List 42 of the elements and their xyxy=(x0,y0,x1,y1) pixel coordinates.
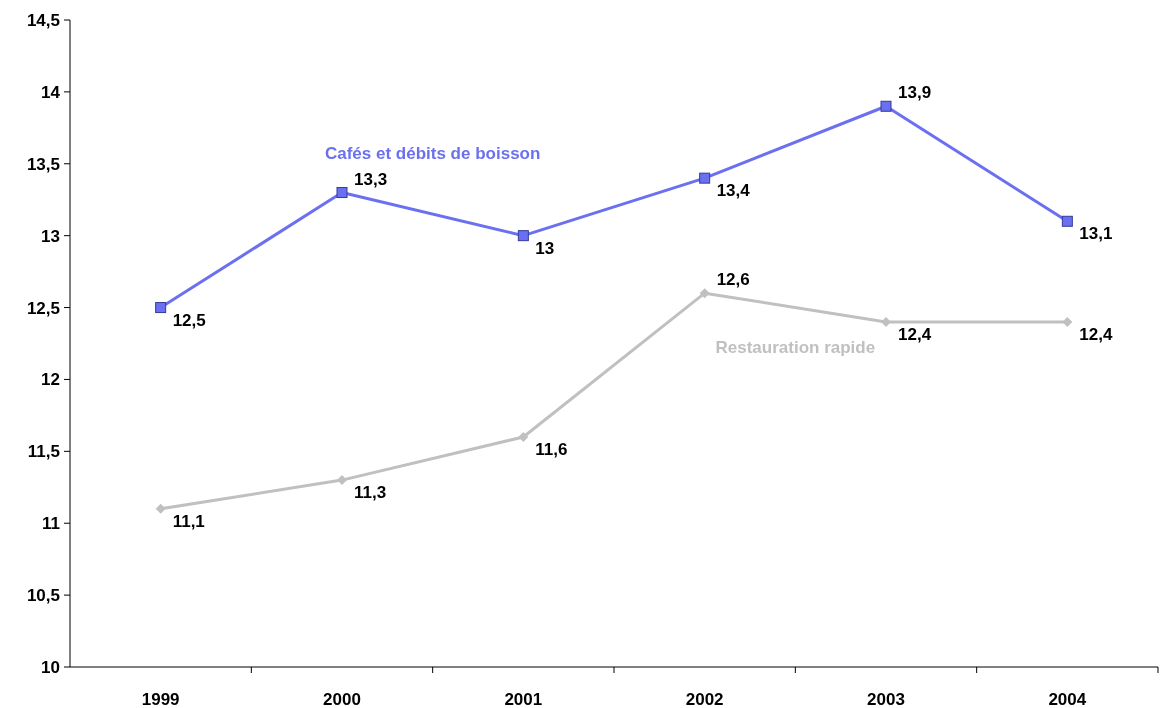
data-label: 12,4 xyxy=(1079,324,1113,344)
x-tick-label: 1999 xyxy=(141,690,180,708)
y-tick-label: 14 xyxy=(41,82,61,102)
point xyxy=(699,288,710,299)
y-tick-label: 11 xyxy=(42,514,60,534)
y-tick-label: 10 xyxy=(41,657,60,677)
point xyxy=(881,316,891,327)
point xyxy=(336,187,348,199)
point xyxy=(1061,215,1073,227)
point xyxy=(880,100,892,112)
data-label: 11,6 xyxy=(535,439,568,459)
series-label: Cafés et débits de boisson xyxy=(324,144,541,164)
point xyxy=(518,431,529,442)
data-label: 11,3 xyxy=(354,483,387,503)
point xyxy=(699,172,711,184)
y-tick-label: 10,5 xyxy=(26,586,60,606)
data-label: 13,3 xyxy=(354,169,388,189)
y-tick-label: 12,5 xyxy=(26,298,60,318)
data-label: 13 xyxy=(535,238,555,258)
data-label: 13,1 xyxy=(1079,224,1113,244)
data-label: 12,4 xyxy=(898,324,932,344)
point xyxy=(155,302,167,314)
y-tick-label: 14,5 xyxy=(26,10,60,30)
point xyxy=(1062,316,1073,327)
data-label: 13,4 xyxy=(716,181,751,201)
series-label: Restauration rapide xyxy=(715,337,876,357)
point xyxy=(155,503,166,514)
x-tick-label: 2001 xyxy=(504,690,543,708)
data-label: 12,6 xyxy=(716,270,750,290)
x-tick-label: 2004 xyxy=(1048,690,1087,708)
x-tick-label: 2003 xyxy=(867,690,905,708)
x-tick-label: 2002 xyxy=(685,690,724,708)
data-label: 12,5 xyxy=(172,310,206,330)
data-label: 13,9 xyxy=(898,83,932,103)
y-tick-label: 13,5 xyxy=(26,154,60,174)
data-label: 11,1 xyxy=(172,511,205,531)
x-tick-label: 2000 xyxy=(323,690,361,708)
point xyxy=(517,230,529,242)
y-tick-label: 12 xyxy=(41,370,60,390)
point xyxy=(337,475,347,486)
y-tick-label: 11,5 xyxy=(27,442,60,462)
y-tick-label: 13 xyxy=(41,226,60,246)
